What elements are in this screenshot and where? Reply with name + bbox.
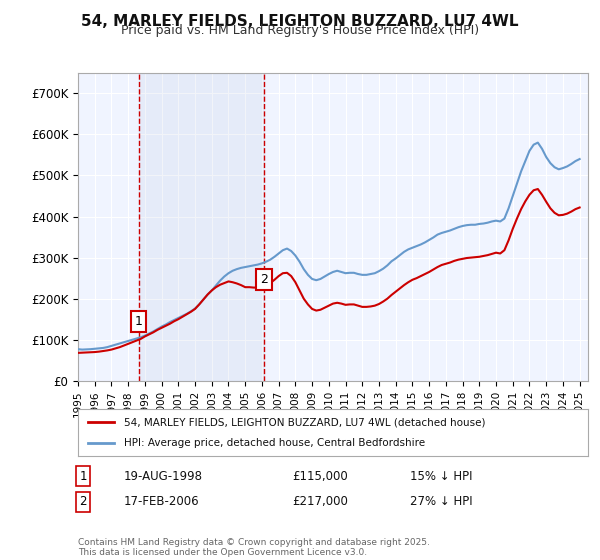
Text: 17-FEB-2006: 17-FEB-2006 xyxy=(124,496,200,508)
Text: 1: 1 xyxy=(79,470,87,483)
Text: 2: 2 xyxy=(79,496,87,508)
Text: 19-AUG-1998: 19-AUG-1998 xyxy=(124,470,203,483)
Text: 2: 2 xyxy=(260,273,268,286)
Text: 15% ↓ HPI: 15% ↓ HPI xyxy=(409,470,472,483)
Text: £217,000: £217,000 xyxy=(292,496,348,508)
Text: £115,000: £115,000 xyxy=(292,470,348,483)
Text: 54, MARLEY FIELDS, LEIGHTON BUZZARD, LU7 4WL (detached house): 54, MARLEY FIELDS, LEIGHTON BUZZARD, LU7… xyxy=(124,417,485,427)
Text: 54, MARLEY FIELDS, LEIGHTON BUZZARD, LU7 4WL: 54, MARLEY FIELDS, LEIGHTON BUZZARD, LU7… xyxy=(81,14,519,29)
Text: 27% ↓ HPI: 27% ↓ HPI xyxy=(409,496,472,508)
Text: HPI: Average price, detached house, Central Bedfordshire: HPI: Average price, detached house, Cent… xyxy=(124,438,425,448)
Bar xyxy=(139,73,264,381)
Text: Contains HM Land Registry data © Crown copyright and database right 2025.
This d: Contains HM Land Registry data © Crown c… xyxy=(78,538,430,557)
Text: 1: 1 xyxy=(135,315,143,328)
Text: Price paid vs. HM Land Registry's House Price Index (HPI): Price paid vs. HM Land Registry's House … xyxy=(121,24,479,37)
